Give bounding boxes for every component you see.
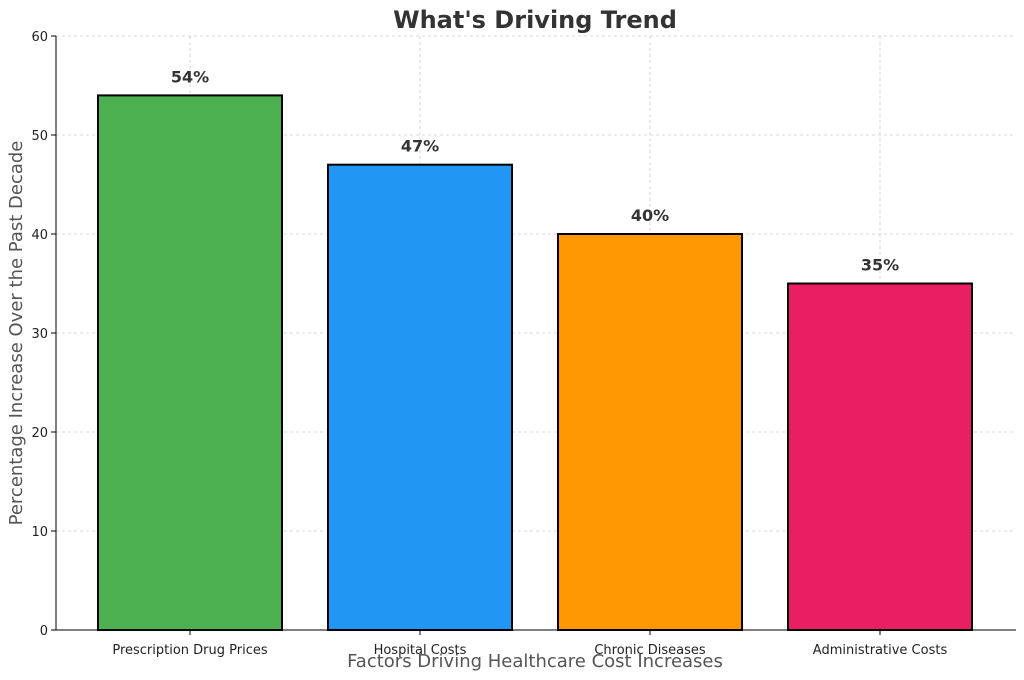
y-tick-label: 20 (31, 426, 48, 441)
bar (97, 94, 283, 631)
data-label: 35% (861, 256, 899, 275)
y-tick-label: 30 (31, 327, 48, 342)
data-label: 47% (401, 137, 439, 156)
y-axis-label: Percentage Increase Over the Past Decade (6, 141, 27, 526)
x-ticks: Prescription Drug Prices Hospital Costs Ch… (112, 630, 947, 658)
bar (787, 282, 973, 631)
x-axis-label: Factors Driving Healthcare Cost Increase… (347, 651, 723, 672)
y-tick-label: 10 (31, 525, 48, 540)
bar (557, 233, 743, 631)
y-tick-label: 40 (31, 228, 48, 243)
data-label: 40% (631, 206, 669, 225)
bar (327, 163, 513, 631)
data-labels: 54% 47% 40% 35% (171, 67, 899, 274)
x-tick-label: Administrative Costs (813, 643, 948, 658)
x-tick-label: Hospital Costs (374, 643, 467, 658)
bars (97, 94, 973, 631)
x-tick-label: Prescription Drug Prices (112, 643, 268, 658)
y-tick-label: 60 (31, 30, 48, 45)
chart-title: What's Driving Trend (393, 6, 677, 34)
data-label: 54% (171, 67, 209, 86)
y-ticks: 0 10 20 30 40 50 60 (31, 30, 56, 639)
y-tick-label: 0 (40, 624, 48, 639)
y-tick-label: 50 (31, 129, 48, 144)
x-tick-label: Chronic Diseases (594, 643, 706, 658)
